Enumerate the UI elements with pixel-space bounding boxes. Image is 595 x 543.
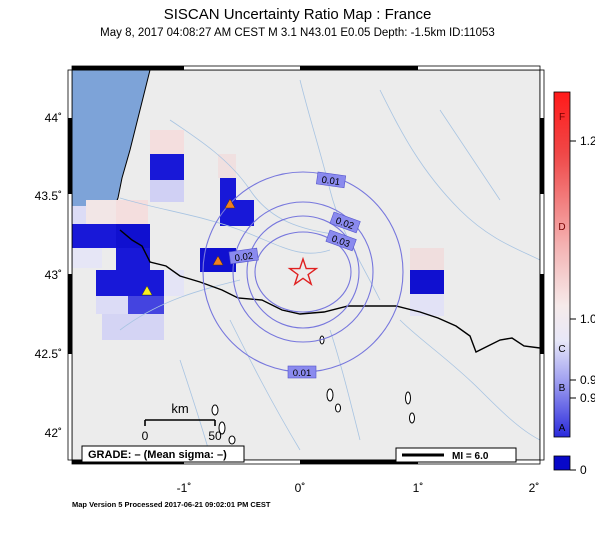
contour-label: 0.02 xyxy=(234,251,254,264)
colorbar-letter: C xyxy=(558,344,565,355)
country-border xyxy=(119,229,540,353)
contour-middle xyxy=(232,201,374,343)
colorbar-letter: B xyxy=(559,383,566,394)
lon-tick-label: -1˚ xyxy=(177,481,192,495)
lat-tick-label: 43.5˚ xyxy=(35,189,62,203)
lat-tick-label: 42˚ xyxy=(45,426,62,440)
event-subtitle: May 8, 2017 04:08:27 AM CEST M 3.1 N43.0… xyxy=(100,27,495,39)
map-title: SISCAN Uncertainty Ratio Map : France xyxy=(163,6,432,23)
colorbar: F D C B A 1.2 1.0 0.9 0.9 0 xyxy=(553,91,595,477)
uncertainty-grid xyxy=(72,130,444,340)
scale-bar: km 0 50 xyxy=(142,401,222,443)
scale-min-label: 0 xyxy=(142,429,149,443)
lon-tick-label: 0˚ xyxy=(295,481,306,495)
lat-tick-label: 43˚ xyxy=(45,268,62,282)
lon-tick-labels: -1˚ 0˚ 1˚ 2˚ xyxy=(177,481,540,495)
contour-label: 0.01 xyxy=(293,368,312,379)
lat-tick-labels: 44˚ 43.5˚ 43˚ 42.5˚ 42˚ xyxy=(35,111,62,440)
grade-box: GRADE: – (Mean sigma: –) xyxy=(81,445,245,463)
stations xyxy=(141,198,236,296)
contour-inner xyxy=(246,215,360,329)
colorbar-letter: D xyxy=(558,222,565,233)
lon-tick-label: 1˚ xyxy=(413,481,424,495)
colorbar-value: 1.0 xyxy=(580,312,595,326)
mi-legend: MI = 6.0 xyxy=(395,447,517,463)
footer-note: Map Version 5 Processed 2017-06-21 09:02… xyxy=(72,500,271,509)
rivers xyxy=(119,79,540,456)
contour-label: 0.01 xyxy=(321,175,341,188)
colorbar-value: 1.2 xyxy=(580,134,595,148)
colorbar-letter: F xyxy=(559,112,565,123)
scale-unit: km xyxy=(171,401,188,416)
colorbar-value: 0.9 xyxy=(580,373,595,387)
grade-text: GRADE: – (Mean sigma: –) xyxy=(88,449,227,461)
epicenter-star-icon xyxy=(287,256,319,287)
station-triangle-icon xyxy=(224,198,236,209)
mi-text: MI = 6.0 xyxy=(452,451,489,462)
station-triangle-icon xyxy=(141,285,153,296)
scale-max-label: 50 xyxy=(208,429,222,443)
colorbar-value: 0.9 xyxy=(580,391,595,405)
colorbar-value: 0 xyxy=(580,463,587,477)
contour-core xyxy=(254,231,352,313)
map-area: 0.01 0.02 0.03 0.02 0.01 xyxy=(72,70,540,460)
map-frame-ticks xyxy=(67,65,545,465)
colorbar-letter: A xyxy=(559,423,566,434)
lon-tick-label: 2˚ xyxy=(529,481,540,495)
lat-tick-label: 44˚ xyxy=(45,111,62,125)
lat-tick-label: 42.5˚ xyxy=(35,347,62,361)
lakes xyxy=(211,335,415,445)
station-triangle-icon xyxy=(212,255,224,266)
